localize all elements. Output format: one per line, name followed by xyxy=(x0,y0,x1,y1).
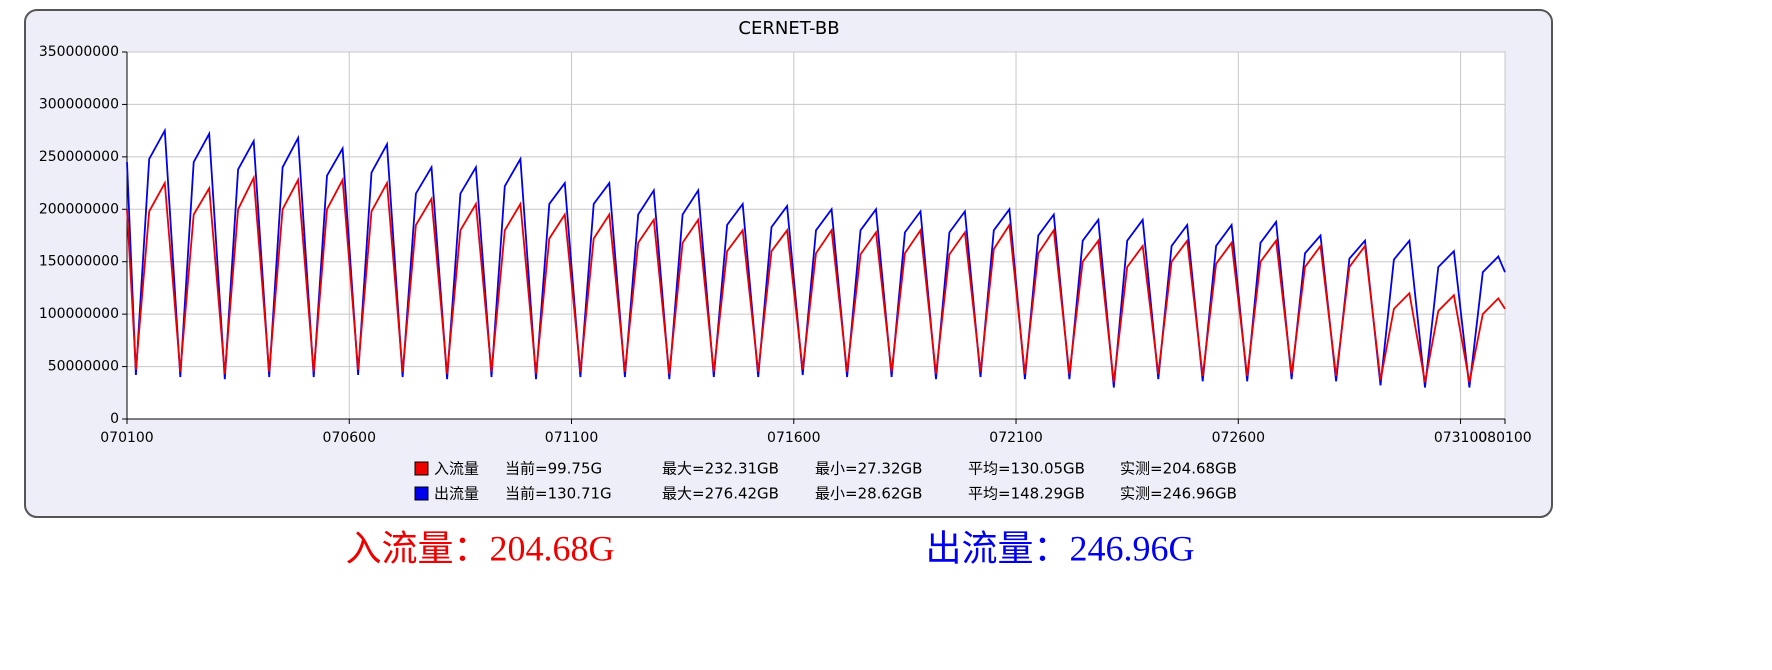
x-tick-label: 072100 xyxy=(989,430,1042,446)
legend-swatch xyxy=(414,486,429,501)
y-tick-label: 350000000 xyxy=(39,44,119,60)
y-tick-label: 200000000 xyxy=(39,201,119,217)
series-line xyxy=(126,174,1506,383)
footer-total: 入流量：204.68G xyxy=(346,528,615,568)
y-tick-label: 0 xyxy=(110,411,119,427)
legend-stat: 当前=99.75G xyxy=(505,460,602,478)
legend-stat: 最大=232.31GB xyxy=(662,460,779,478)
legend-stat: 最大=276.42GB xyxy=(662,485,779,503)
x-tick-label: 071100 xyxy=(545,430,598,446)
legend-stat: 平均=148.29GB xyxy=(968,485,1085,503)
chart-title: CERNET-BB xyxy=(738,18,839,39)
legend-stat: 最小=28.62GB xyxy=(815,485,922,503)
x-tick-label: 080100 xyxy=(1478,430,1531,446)
legend-stat: 平均=130.05GB xyxy=(968,460,1085,478)
legend-swatch xyxy=(414,461,429,476)
x-tick-label: 072600 xyxy=(1212,430,1265,446)
y-tick-label: 50000000 xyxy=(48,359,119,375)
y-tick-label: 150000000 xyxy=(39,254,119,270)
y-tick-label: 100000000 xyxy=(39,306,119,322)
legend-stat: 实测=204.68GB xyxy=(1120,460,1237,478)
y-tick-label: 300000000 xyxy=(39,96,119,112)
y-tick-label: 250000000 xyxy=(39,149,119,165)
legend-stat: 最小=27.32GB xyxy=(815,460,922,478)
legend-label: 入流量 xyxy=(434,460,479,478)
x-tick-label: 073100 xyxy=(1434,430,1487,446)
footer-total: 出流量：246.96G xyxy=(926,528,1195,568)
legend-stat: 实测=246.96GB xyxy=(1120,485,1237,503)
x-tick-label: 070600 xyxy=(323,430,376,446)
legend-label: 出流量 xyxy=(434,485,479,503)
legend-stat: 当前=130.71G xyxy=(505,485,612,503)
x-tick-label: 070100 xyxy=(100,430,153,446)
x-tick-label: 071600 xyxy=(767,430,820,446)
